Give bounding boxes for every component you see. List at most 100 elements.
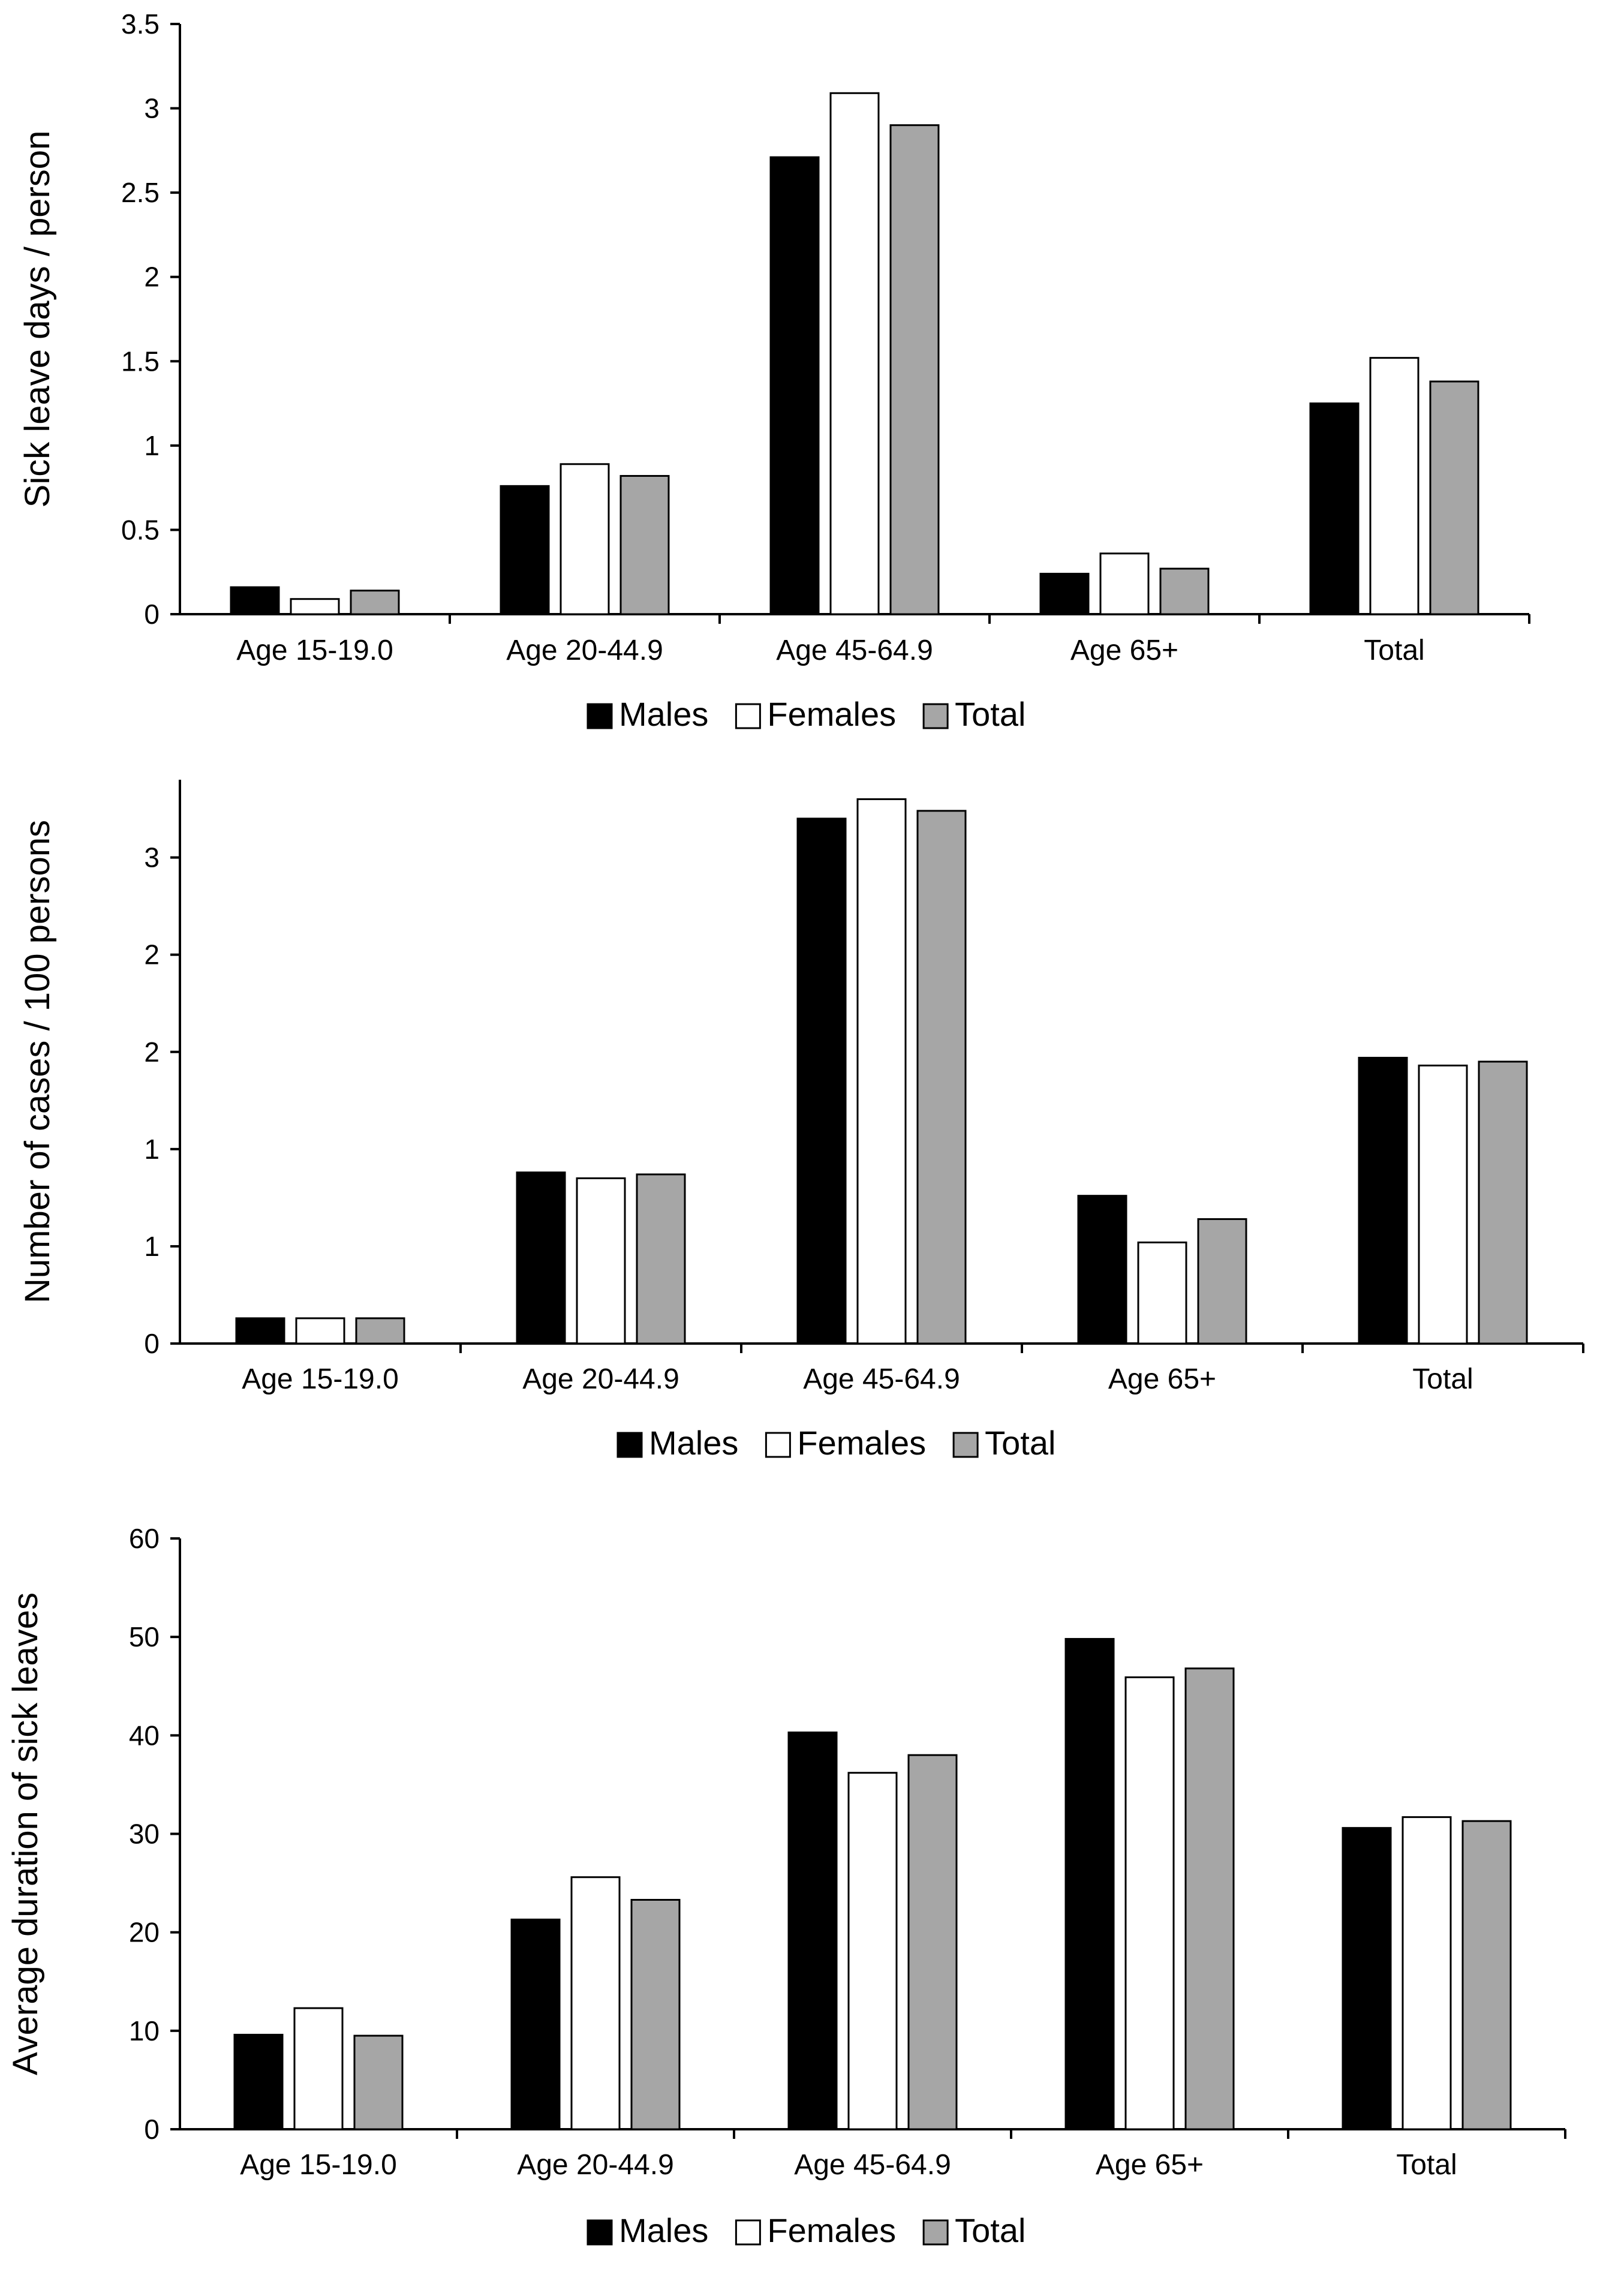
x-category-label: Age 15-19.0 <box>240 2149 397 2181</box>
y-tick-label: 1.5 <box>121 345 160 377</box>
legend-swatch-total <box>922 703 949 729</box>
legend-label-total: Total <box>955 695 1025 733</box>
bar-total-2 <box>636 1173 686 1345</box>
bar-females-5 <box>1402 1816 1452 2130</box>
legend-label-males: Males <box>619 695 708 733</box>
y-tick-label: 0 <box>144 1328 160 1359</box>
bar-females-1 <box>290 598 340 615</box>
y-tick-label: 40 <box>129 1720 160 1751</box>
y-tick-label: 2 <box>144 262 160 293</box>
bar-males-4 <box>1077 1195 1127 1345</box>
chart-panel-2: 0 1 1 2 2 3 Number of cases / 100 persons Age 1… <box>18 780 1584 1462</box>
bar-males-2 <box>500 485 550 615</box>
y-tick-label: 0 <box>144 2114 160 2145</box>
legend-label-total: Total <box>985 1424 1055 1462</box>
bar-females-1 <box>293 2007 344 2130</box>
bar-females-4 <box>1124 1676 1175 2130</box>
x-category-label: Total <box>1364 635 1424 666</box>
bar-females-5 <box>1369 357 1420 615</box>
bar-total-1 <box>355 1317 405 1345</box>
legend-label-total: Total <box>955 2211 1025 2249</box>
x-category-label: Age 65+ <box>1096 2149 1204 2181</box>
x-category-label: Age 20-44.9 <box>506 635 663 666</box>
bar-total-2 <box>619 474 670 615</box>
y-tick-label: 2 <box>144 939 160 970</box>
bar-total-1 <box>350 590 400 615</box>
bar-females-2 <box>576 1177 626 1345</box>
y-tick-label: 1 <box>144 1231 160 1262</box>
legend: Males Females Total <box>616 1424 1055 1462</box>
bar-males-5 <box>1309 402 1360 615</box>
legend-swatch-males <box>587 2219 613 2246</box>
y-tick-label: 30 <box>129 1819 160 1850</box>
bar-total-4 <box>1159 567 1210 615</box>
bar-males-2 <box>510 1918 561 2130</box>
legend-swatch-females <box>735 2219 761 2246</box>
bar-females-3 <box>856 798 907 1345</box>
x-category-label: Age 65+ <box>1108 1363 1216 1395</box>
legend-label-females: Females <box>797 1424 926 1462</box>
x-category-label: Age 65+ <box>1070 635 1178 666</box>
bar-males-2 <box>516 1171 566 1345</box>
legend-swatch-males <box>616 1432 643 1458</box>
legend-label-females: Females <box>767 2211 896 2249</box>
bar-females-4 <box>1099 552 1150 615</box>
legend: Males Females Total <box>587 2211 1025 2249</box>
bar-total-3 <box>889 124 940 615</box>
bar-males-3 <box>796 818 847 1345</box>
bar-females-5 <box>1418 1064 1468 1345</box>
legend: Males Females Total <box>587 695 1025 733</box>
bar-females-4 <box>1137 1241 1187 1345</box>
x-category-label: Age 45-64.9 <box>776 635 933 666</box>
bar-total-5 <box>1478 1060 1528 1345</box>
y-tick-label: 60 <box>129 1523 160 1554</box>
bar-total-3 <box>907 1754 958 2130</box>
bar-total-4 <box>1197 1218 1247 1345</box>
bar-females-3 <box>829 92 880 615</box>
y-tick-label: 1 <box>144 430 160 461</box>
bar-males-4 <box>1064 1637 1115 2130</box>
bar-total-5 <box>1429 380 1479 615</box>
y-tick-label: 3 <box>144 93 160 124</box>
y-tick-label: 0 <box>144 599 160 630</box>
bar-females-1 <box>295 1317 345 1345</box>
bar-males-3 <box>787 1731 838 2130</box>
legend-label-males: Males <box>619 2211 708 2249</box>
y-tick-label: 3.5 <box>121 8 160 40</box>
x-category-label: Age 20-44.9 <box>517 2149 674 2181</box>
y-tick-label: 2 <box>144 1036 160 1068</box>
bar-males-3 <box>769 156 820 615</box>
bar-males-4 <box>1039 573 1090 615</box>
y-tick-label: 20 <box>129 1917 160 1948</box>
chart-panel-1: 0 0.5 1 1.5 2 2.5 3 3.5 Sick leave days / person… <box>18 8 1530 733</box>
x-category-label: Total <box>1412 1363 1473 1395</box>
x-category-label: Age 20-44.9 <box>522 1363 679 1395</box>
bar-females-2 <box>560 463 610 615</box>
legend-label-males: Males <box>649 1424 738 1462</box>
y-axis-label: Number of cases / 100 persons <box>18 820 57 1303</box>
y-tick-label: 1 <box>144 1134 160 1165</box>
bar-males-1 <box>233 2033 284 2130</box>
legend-swatch-total <box>952 1432 979 1458</box>
bar-males-1 <box>235 1317 285 1345</box>
bar-females-2 <box>570 1876 621 2130</box>
bar-total-2 <box>630 1898 681 2130</box>
bar-total-3 <box>916 810 967 1345</box>
bar-total-1 <box>353 2034 404 2130</box>
legend-swatch-females <box>735 703 761 729</box>
x-category-label: Age 45-64.9 <box>794 2149 951 2181</box>
bar-total-4 <box>1184 1667 1235 2130</box>
y-tick-label: 2.5 <box>121 177 160 208</box>
x-category-label: Age 15-19.0 <box>242 1363 399 1395</box>
bar-males-5 <box>1358 1057 1408 1345</box>
y-tick-label: 3 <box>144 842 160 873</box>
x-category-label: Age 45-64.9 <box>803 1363 960 1395</box>
legend-swatch-males <box>587 703 613 729</box>
chart-panel-3: 0 10 20 30 40 50 60 Average duration of sick le… <box>6 1523 1566 2249</box>
y-tick-label: 50 <box>129 1621 160 1652</box>
legend-swatch-females <box>765 1432 791 1458</box>
bar-males-5 <box>1342 1827 1392 2130</box>
legend-label-females: Females <box>767 695 896 733</box>
y-axis-label: Average duration of sick leaves <box>6 1592 45 2075</box>
